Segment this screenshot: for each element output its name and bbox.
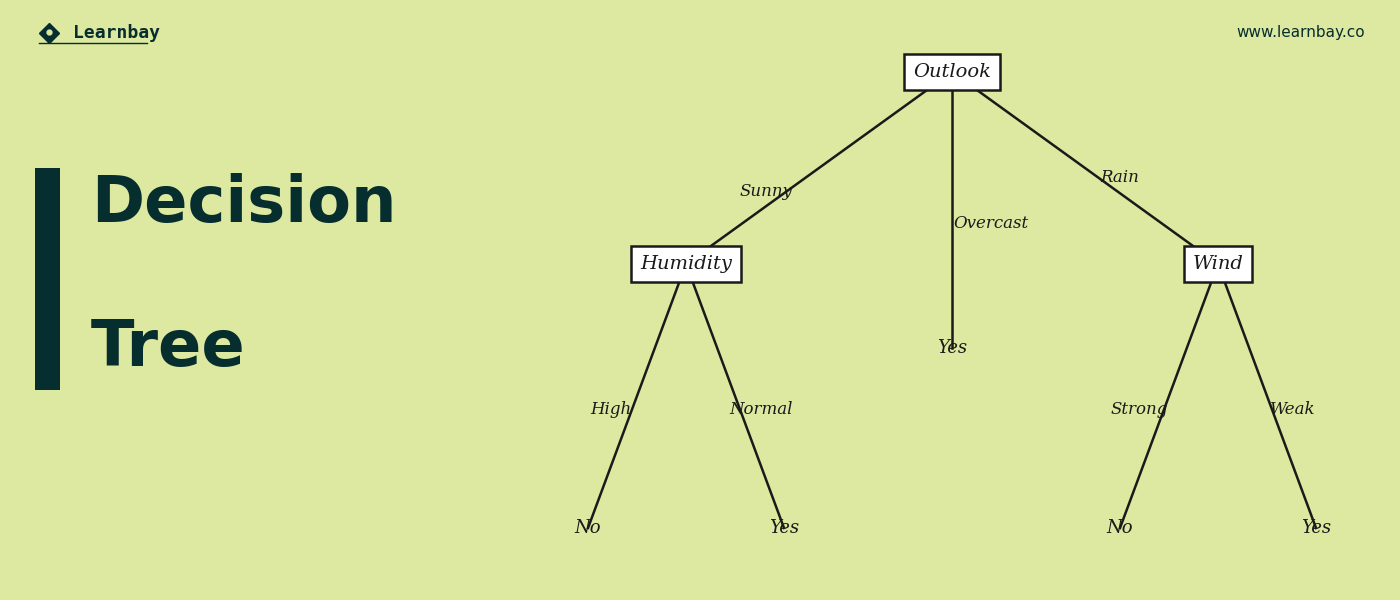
Text: Sunny: Sunny <box>739 182 792 200</box>
Text: Outlook: Outlook <box>913 63 991 81</box>
Text: Wind: Wind <box>1193 255 1243 273</box>
Text: Yes: Yes <box>1301 519 1331 537</box>
Text: No: No <box>574 519 602 537</box>
Text: Humidity: Humidity <box>640 255 732 273</box>
Text: Yes: Yes <box>769 519 799 537</box>
Text: Rain: Rain <box>1100 169 1138 186</box>
Text: Normal: Normal <box>729 401 792 418</box>
Text: Strong: Strong <box>1110 401 1168 418</box>
Text: Learnbay: Learnbay <box>73 24 160 42</box>
FancyBboxPatch shape <box>35 168 60 390</box>
Text: Yes: Yes <box>937 339 967 357</box>
Text: Tree: Tree <box>91 317 246 379</box>
Text: Weak: Weak <box>1270 401 1316 418</box>
Text: No: No <box>1106 519 1134 537</box>
Text: www.learnbay.co: www.learnbay.co <box>1236 25 1365 40</box>
Text: High: High <box>591 401 631 418</box>
Text: Overcast: Overcast <box>953 215 1029 232</box>
Text: Decision: Decision <box>91 173 396 235</box>
